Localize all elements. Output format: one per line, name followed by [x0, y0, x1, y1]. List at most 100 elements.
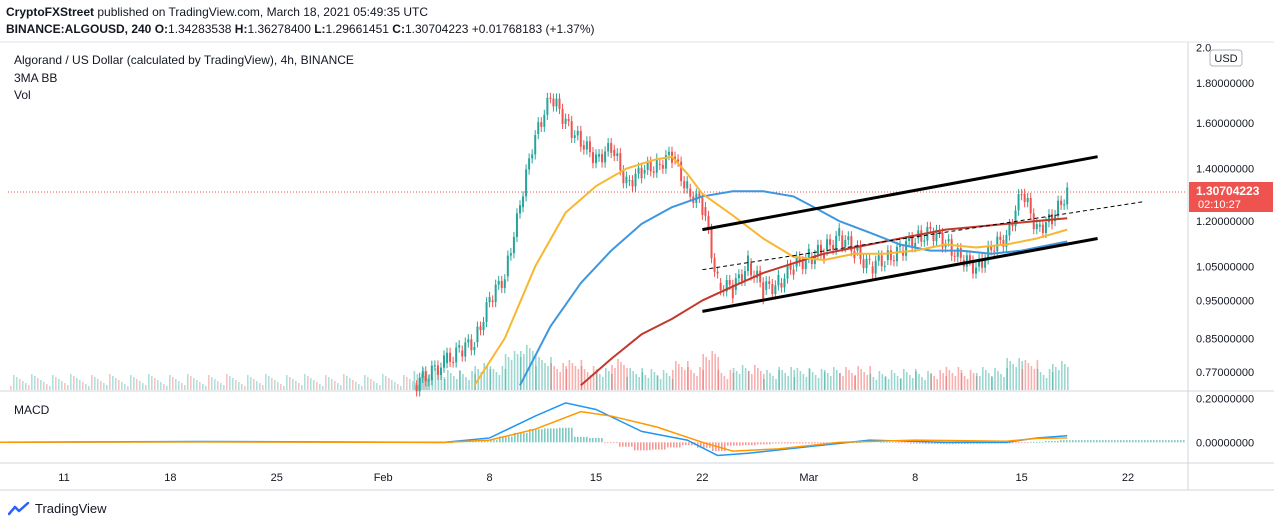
volume-bar [61, 381, 63, 390]
volume-bar [516, 354, 519, 390]
volume-bar [459, 371, 461, 390]
time-tick-label: 8 [912, 472, 918, 484]
indicator-label[interactable]: 3MA BB [14, 71, 58, 85]
macd-histogram-bar [901, 442, 903, 444]
candle-body [655, 158, 658, 173]
macd-histogram-bar [1144, 440, 1146, 443]
candle-body [455, 347, 458, 363]
volume-bar [614, 368, 616, 390]
price-tick-label: 0.77000000 [1196, 367, 1254, 379]
volume-bar [130, 375, 132, 390]
volume-bar [148, 374, 150, 390]
volume-label[interactable]: Vol [14, 88, 31, 102]
volume-bar [1033, 369, 1036, 390]
candle-body [1047, 214, 1050, 223]
macd-histogram-bar [904, 442, 906, 444]
volume-bar [265, 374, 267, 390]
volume-bar [334, 381, 336, 390]
volume-bar [52, 375, 54, 390]
candle-body [616, 153, 619, 156]
tradingview-logo[interactable]: TradingView [8, 501, 107, 516]
volume-bar [175, 379, 177, 390]
candle-body [984, 259, 987, 268]
macd-histogram-bar [1168, 440, 1170, 443]
volume-bar [112, 376, 114, 390]
volume-bar [361, 386, 363, 390]
candle-body [661, 164, 664, 169]
publisher-name[interactable]: CryptoFXStreet [6, 5, 95, 19]
volume-bar [121, 382, 123, 390]
volume-bar [1052, 364, 1054, 390]
volume-bar [884, 377, 887, 390]
volume-bar [918, 374, 920, 390]
volume-bar [480, 372, 482, 390]
macd-label[interactable]: MACD [14, 403, 50, 417]
volume-bar [187, 374, 189, 390]
volume-bar [577, 369, 580, 390]
currency-badge[interactable] [1209, 49, 1243, 67]
volume-bar [592, 366, 595, 390]
ohlc-open: O:1.34283538 [155, 22, 232, 36]
volume-bar [790, 367, 792, 390]
volume-bar [626, 377, 628, 390]
volume-bar [945, 376, 947, 390]
candle-body [777, 274, 780, 286]
price-tick-label: 1.40000000 [1196, 164, 1254, 176]
macd-histogram-bar [631, 442, 633, 447]
volume-bar [693, 373, 695, 390]
candle-body [494, 284, 497, 303]
volume-bar [641, 368, 643, 390]
candle-body [588, 141, 591, 153]
candle-body [649, 161, 652, 172]
macd-histogram-bar [751, 442, 753, 446]
candle-body [528, 158, 531, 170]
macd-histogram-bar [787, 442, 789, 444]
volume-bar [352, 380, 354, 390]
volume-bar [896, 376, 899, 390]
macd-histogram-bar [1051, 441, 1053, 443]
volume-bar [675, 361, 677, 390]
volume-bar [632, 371, 634, 390]
candle-body [470, 339, 473, 351]
macd-histogram-bar [1048, 441, 1050, 443]
candle-body [844, 240, 847, 248]
chart-title: Algorand / US Dollar (calculated by Trad… [14, 53, 354, 67]
macd-histogram-bar [664, 442, 666, 450]
volume-bar [190, 376, 192, 390]
volume-bar [778, 370, 780, 390]
volume-bar [1000, 374, 1002, 390]
candle-body [519, 205, 521, 214]
macd-histogram-bar [880, 441, 882, 443]
macd-histogram-bar [1060, 440, 1062, 443]
ohlc-low-key: L: [314, 22, 326, 36]
time-tick-label: 22 [1122, 472, 1134, 484]
candle-body [564, 118, 567, 124]
volume-bar [605, 368, 607, 390]
macd-histogram-bar [706, 442, 708, 448]
candle-body [728, 279, 731, 285]
volume-bar [817, 378, 820, 390]
volume-bar [154, 378, 156, 390]
volume-bar [535, 354, 537, 390]
macd-histogram-bar [769, 442, 771, 445]
volume-bar [241, 384, 243, 390]
macd-histogram-bar [799, 442, 801, 444]
macd-histogram-bar [778, 442, 780, 444]
volume-bar [199, 382, 201, 390]
macd-histogram-bar [925, 442, 927, 444]
volume-bar [49, 386, 51, 390]
macd-histogram-bar [1147, 440, 1149, 443]
volume-bar [202, 384, 204, 390]
volume-bar [376, 383, 378, 390]
volume-bar [1021, 361, 1023, 390]
candle-body [546, 97, 549, 115]
macd-histogram-bar [583, 436, 585, 443]
volume-bar [400, 386, 402, 390]
volume-bar [550, 357, 552, 390]
candle-body [801, 261, 804, 270]
volume-bar [976, 373, 978, 390]
macd-histogram-bar [1090, 440, 1092, 443]
volume-bar [10, 386, 12, 390]
macd-histogram-bar [646, 442, 648, 451]
